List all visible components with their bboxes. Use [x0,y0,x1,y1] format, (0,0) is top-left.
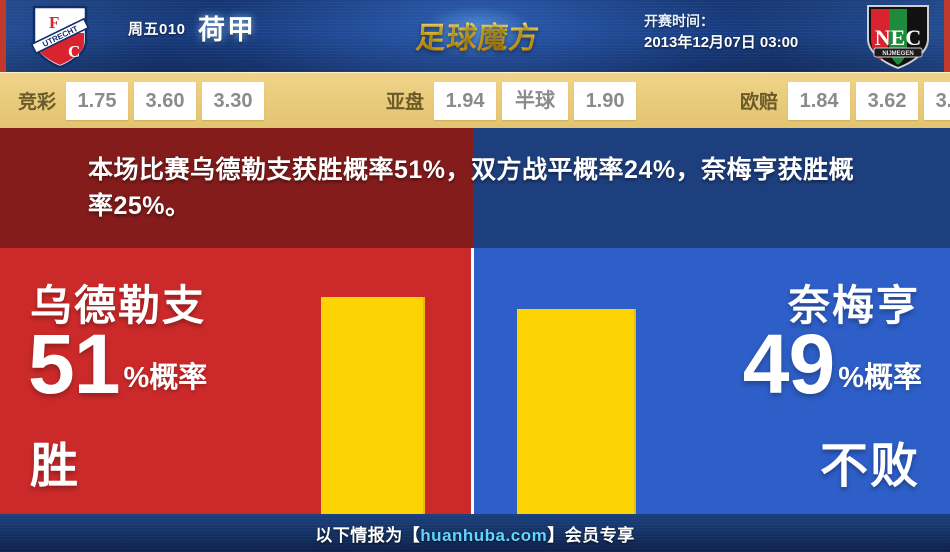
prediction-panels: 乌德勒支 51 %概率 胜 奈梅亨 49 %概率 不败 [0,248,950,514]
league-name: 荷甲 [198,15,256,45]
banner-right-half [473,128,950,248]
footer-bar: 以下情报为【huanhuba.com】会员专享 [0,514,950,552]
away-probability-block: 49 %概率 [742,317,922,411]
away-team-crest-icon: NEC NIJMEGEN [867,5,929,69]
odds-value[interactable]: 1.84 [788,81,851,120]
home-team-name: 乌德勒支 [30,282,207,329]
odds-value[interactable]: 1.90 [574,81,637,120]
odds-group-title: 亚盘 [386,92,425,113]
svg-text:F: F [49,13,59,32]
footer-site-url[interactable]: huanhuba.com [420,525,548,545]
away-probability-value: 49 [742,317,835,411]
odds-group-title: 欧赔 [740,92,779,113]
away-verdict: 不败 [819,440,920,493]
kickoff-label: 开赛时间： [644,13,714,29]
footer-notice: 以下情报为【huanhuba.com】会员专享 [315,521,634,546]
odds-value[interactable]: 1.75 [66,81,129,120]
away-probability-suffix: %概率 [838,362,922,395]
away-probability-bar [517,309,636,514]
handicap-value[interactable]: 半球 [502,81,569,120]
odds-group-title: 竞彩 [18,92,57,113]
footer-prefix: 以下情报为【 [315,525,421,545]
odds-group-yapan: 亚盘 1.94 半球 1.90 [386,81,642,120]
kickoff-block: 开赛时间： 2013年12月07日 03:00 [644,11,834,55]
home-probability-value: 51 [28,317,120,411]
odds-value[interactable]: 3.30 [202,81,265,120]
brand-logo-text: 足球魔方 [414,13,542,57]
odds-bar: 竞彩 1.75 3.60 3.30 亚盘 1.94 半球 1.90 欧赔 1.8… [0,72,950,128]
odds-value[interactable]: 1.94 [434,81,497,120]
svg-text:C: C [68,42,80,61]
svg-text:NEC: NEC [875,25,921,50]
odds-group-jingcai: 竞彩 1.75 3.60 3.30 [18,81,270,120]
header-bar: UTRECHT F C 周五010 荷甲 足球魔方 开赛时间： 2013年12月… [0,0,950,72]
odds-value[interactable]: 3.60 [134,81,197,120]
panel-divider [471,248,474,514]
odds-group-oupei: 欧赔 1.84 3.62 3.75 [740,81,950,120]
away-team-name: 奈梅亨 [787,282,920,329]
home-verdict: 胜 [30,440,81,493]
odds-value[interactable]: 3.75 [924,81,950,120]
brand-logo: 足球魔方 [398,0,558,72]
header-left-red-edge [0,0,6,72]
banner-left-half [0,128,473,248]
match-round-label: 周五010 [128,21,186,38]
brand-logo-glow [398,0,558,72]
probability-summary-text: 本场比赛乌德勒支获胜概率51%，双方战平概率24%，奈梅亨获胜概率25%。 [88,156,855,221]
probability-banner: 本场比赛乌德勒支获胜概率51%，双方战平概率24%，奈梅亨获胜概率25%。 [0,128,950,248]
home-probability-bar [321,297,425,514]
footer-suffix: 】会员专享 [547,525,635,545]
home-team-crest-icon: UTRECHT F C [30,5,90,69]
kickoff-time: 2013年12月07日 03:00 [644,34,799,51]
header-right-red-edge [944,0,950,72]
svg-text:NIJMEGEN: NIJMEGEN [882,51,913,57]
odds-value[interactable]: 3.62 [856,81,919,120]
home-probability-suffix: %概率 [123,362,208,395]
home-probability-block: 51 %概率 [28,317,208,411]
